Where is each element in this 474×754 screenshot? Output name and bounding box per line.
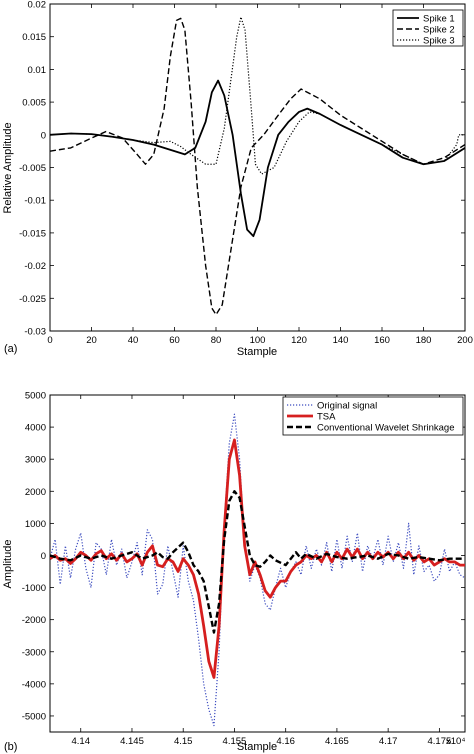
- y-tick-label: 0.02: [28, 0, 47, 11]
- y-tick-label: 5000: [25, 391, 46, 402]
- series-line-2: [50, 17, 465, 316]
- y-tick-label: 0.015: [22, 32, 46, 43]
- y-tick-label: 0.005: [22, 98, 46, 109]
- x-axis-label: Stample: [237, 346, 277, 358]
- x-tick-label: 60: [169, 335, 180, 346]
- x-tick-label: 4.155: [223, 736, 247, 747]
- x-tick-label: 80: [211, 335, 222, 346]
- plot-frame: [49, 394, 466, 733]
- y-tick-label: 2000: [25, 487, 46, 498]
- x-axis-label: Stample: [237, 741, 277, 753]
- y-tick-label: 0.01: [28, 65, 47, 76]
- y-tick-label: -4000: [22, 679, 46, 690]
- series-line-1: [50, 79, 465, 238]
- y-tick-label: 4000: [25, 423, 46, 434]
- y-tick-label: -0.03: [24, 327, 46, 338]
- x-tick-label: 180: [416, 335, 432, 346]
- x-tick-label: 4.16: [276, 736, 295, 747]
- y-tick-label: 0: [41, 551, 46, 562]
- y-axis-label: Relative Amplitude: [2, 122, 14, 213]
- legend-label-3: Conventional Wavelet Shrinkage: [317, 423, 454, 434]
- series-line-3: [50, 490, 465, 634]
- x-axis-multiplier: x10⁴: [446, 736, 465, 747]
- x-tick-label: 40: [128, 335, 139, 346]
- x-tick-label: 4.17: [379, 736, 398, 747]
- y-tick-label: 0: [41, 130, 46, 141]
- x-tick-label: 120: [291, 335, 307, 346]
- x-tick-label: 20: [86, 335, 97, 346]
- y-tick-label: -0.025: [19, 294, 46, 305]
- legend-label-3: Spike 3: [423, 36, 455, 47]
- legend-label-1: Original signal: [317, 401, 377, 412]
- x-tick-label: 160: [374, 335, 390, 346]
- legend-label-2: Spike 2: [423, 25, 455, 36]
- x-tick-label: 200: [457, 335, 473, 346]
- panel-label: (a): [4, 343, 17, 355]
- x-tick-label: 4.14: [71, 736, 90, 747]
- y-tick-label: -2000: [22, 615, 46, 626]
- y-tick-label: -1000: [22, 583, 46, 594]
- y-tick-label: -0.01: [24, 196, 46, 207]
- x-tick-label: 0: [47, 335, 52, 346]
- y-tick-label: 3000: [25, 455, 46, 466]
- legend-label-1: Spike 1: [423, 14, 455, 25]
- y-tick-label: -0.015: [19, 228, 46, 239]
- chart-panel-a: 0 20 40 60 80 100 120 140 160 180 200 0.02 0.015 0.01…: [2, 0, 473, 358]
- panel-label: (b): [4, 741, 17, 753]
- x-tick-label: 100: [250, 335, 266, 346]
- y-axis-label: Amplitude: [2, 540, 14, 589]
- y-tick-label: -3000: [22, 647, 46, 658]
- y-tick-label: 1000: [25, 519, 46, 530]
- chart-panel-b: 4.14 4.145 4.15 4.155 4.16 4.165 4.17 4.175 5000…: [2, 391, 466, 753]
- y-tick-label: -5000: [22, 711, 46, 722]
- x-tick-label: 4.165: [325, 736, 349, 747]
- x-tick-label: 4.175: [427, 736, 451, 747]
- legend-box: [392, 9, 464, 47]
- x-tick-label: 4.15: [174, 736, 193, 747]
- x-tick-label: 140: [333, 335, 349, 346]
- y-tick-label: -0.02: [24, 261, 46, 272]
- legend-label-2: TSA: [317, 412, 336, 423]
- y-tick-label: -0.005: [19, 163, 46, 174]
- x-tick-label: 4.145: [120, 736, 144, 747]
